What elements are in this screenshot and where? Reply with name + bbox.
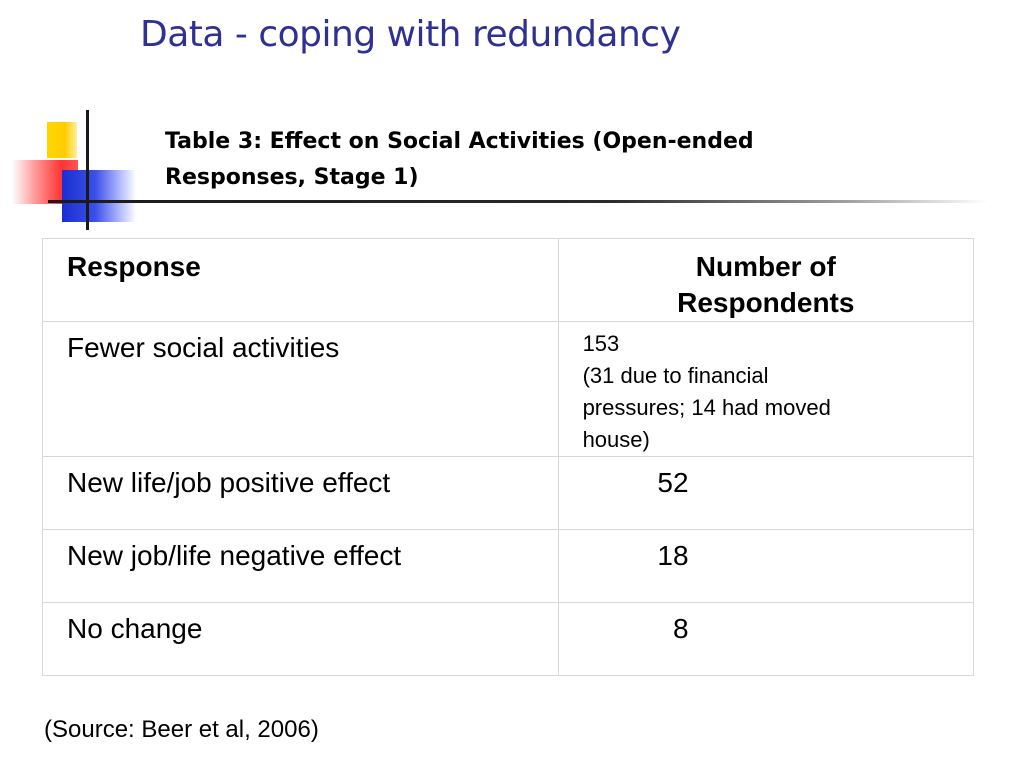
table-row: New life/job positive effect 52: [42, 456, 975, 530]
table-row: Fewer social activities 153 (31 due to f…: [42, 321, 975, 457]
decorative-logo: [0, 100, 160, 230]
horizontal-rule: [48, 200, 988, 203]
table-caption-line2: Responses, Stage 1): [165, 165, 419, 190]
number-cell: 8: [557, 602, 975, 676]
vertical-rule: [86, 110, 89, 230]
table-caption: Table 3: Effect on Social Activities (Op…: [165, 124, 885, 196]
number-note-line2: pressures; 14 had moved: [582, 395, 831, 420]
response-cell: New life/job positive effect: [42, 456, 559, 530]
number-cell: 18: [557, 529, 975, 603]
number-cell: 153 (31 due to financial pressures; 14 h…: [557, 321, 975, 457]
number-note-line3: house): [582, 427, 650, 452]
number-value: 8: [672, 613, 689, 644]
table-header-row: Response Number of Respondents: [42, 238, 975, 322]
table-row: No change 8: [42, 602, 975, 676]
blue-square: [62, 170, 136, 222]
header-number: Number of Respondents: [557, 238, 975, 322]
header-response: Response: [42, 238, 559, 322]
number-value: 153: [582, 331, 620, 356]
header-number-line1: Number of: [695, 251, 836, 282]
yellow-square: [47, 122, 77, 158]
number-value: 52: [657, 467, 689, 498]
source-citation: (Source: Beer et al, 2006): [44, 716, 319, 743]
header-number-line2: Respondents: [677, 287, 855, 318]
response-cell: New job/life negative effect: [42, 529, 559, 603]
response-cell: Fewer social activities: [42, 321, 559, 457]
number-note-line1: (31 due to financial: [582, 363, 769, 388]
table-row: New job/life negative effect 18: [42, 529, 975, 603]
number-value: 18: [657, 540, 689, 571]
response-cell: No change: [42, 602, 559, 676]
table-caption-line1: Table 3: Effect on Social Activities (Op…: [165, 129, 754, 154]
data-table: Response Number of Respondents Fewer soc…: [42, 238, 975, 676]
slide-title: Data - coping with redundancy: [140, 14, 681, 55]
number-cell: 52: [557, 456, 975, 530]
